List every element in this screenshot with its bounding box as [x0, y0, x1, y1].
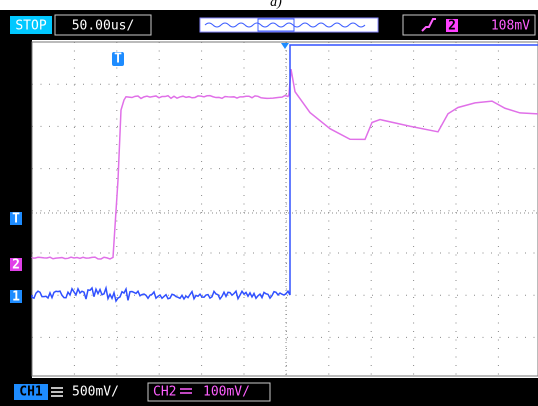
trigger-channel-box — [446, 19, 458, 32]
ch2-coupling — [180, 388, 192, 394]
trigger-level-marker: T — [12, 212, 20, 227]
trigger-edge-icon — [421, 18, 436, 32]
timebase: 50.00us/ — [72, 19, 135, 34]
trigger-marker: T — [114, 52, 122, 67]
timebase-box — [54, 14, 152, 36]
trigger-position-marker — [281, 43, 289, 49]
caption: a) — [270, 0, 282, 10]
ch1-trace — [31, 44, 538, 303]
status-box — [10, 16, 52, 34]
trigger-level-marker-box — [10, 212, 22, 225]
status: STOP — [15, 19, 46, 34]
memory-window — [257, 18, 295, 32]
plot-area — [31, 41, 538, 377]
ch2-label: CH2 — [153, 385, 176, 400]
ch1-marker: 1 — [12, 290, 20, 305]
left-strip — [0, 40, 32, 378]
ch1-marker-box — [10, 290, 22, 303]
ch1-label: CH1 — [19, 385, 43, 400]
trigger-marker-box — [112, 52, 124, 66]
memory-wave — [204, 22, 366, 28]
trigger-channel: 2 — [448, 19, 456, 34]
ch2-marker-box — [10, 258, 22, 271]
ch2-box — [147, 382, 271, 402]
ch2-scale: 100mV/ — [203, 385, 250, 400]
ch1-coupling — [51, 387, 63, 397]
trigger-level: 108mV — [491, 19, 530, 34]
ch1-scale: 500mV/ — [72, 385, 119, 400]
ch1-label-box — [14, 384, 48, 400]
ch2-trace — [31, 69, 538, 260]
memory-bar — [199, 17, 379, 33]
ch2-marker: 2 — [12, 258, 20, 273]
